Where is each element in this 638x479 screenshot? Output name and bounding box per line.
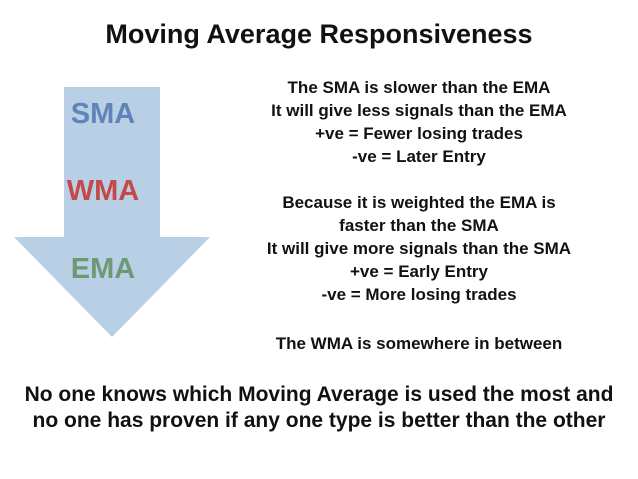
ema-description-line: faster than the SMA <box>339 216 499 235</box>
down-arrow-graphic <box>14 87 210 337</box>
sma-con-line: -ve = Later Entry <box>352 147 486 166</box>
footer-line: no one has proven if any one type is bet… <box>32 409 606 432</box>
arrow-shape <box>14 87 210 337</box>
wma-description-block: The WMA is somewhere in between <box>228 332 610 355</box>
ema-description-line: It will give more signals than the SMA <box>266 239 572 258</box>
ema-pro-line: +ve = Early Entry <box>350 262 488 281</box>
footer-line: No one knows which Moving Average is use… <box>24 383 614 406</box>
ema-con-line: -ve = More losing trades <box>321 285 517 304</box>
ema-description-block: Because it is weighted the EMA is faster… <box>228 191 610 306</box>
ema-label: EMA <box>70 253 136 285</box>
sma-label: SMA <box>70 98 136 130</box>
down-arrow-icon <box>14 87 210 337</box>
wma-label: WMA <box>66 175 140 207</box>
wma-description-line: The WMA is somewhere in between <box>275 334 563 353</box>
footer-note: No one knows which Moving Average is use… <box>0 382 638 434</box>
sma-pro-line: +ve = Fewer losing trades <box>315 124 523 143</box>
sma-description-line: The SMA is slower than the EMA <box>287 78 551 97</box>
sma-description-block: The SMA is slower than the EMA It will g… <box>228 76 610 168</box>
sma-description-line: It will give less signals than the EMA <box>271 101 567 120</box>
ema-description-line: Because it is weighted the EMA is <box>282 193 556 212</box>
page-title: Moving Average Responsiveness <box>105 19 533 49</box>
